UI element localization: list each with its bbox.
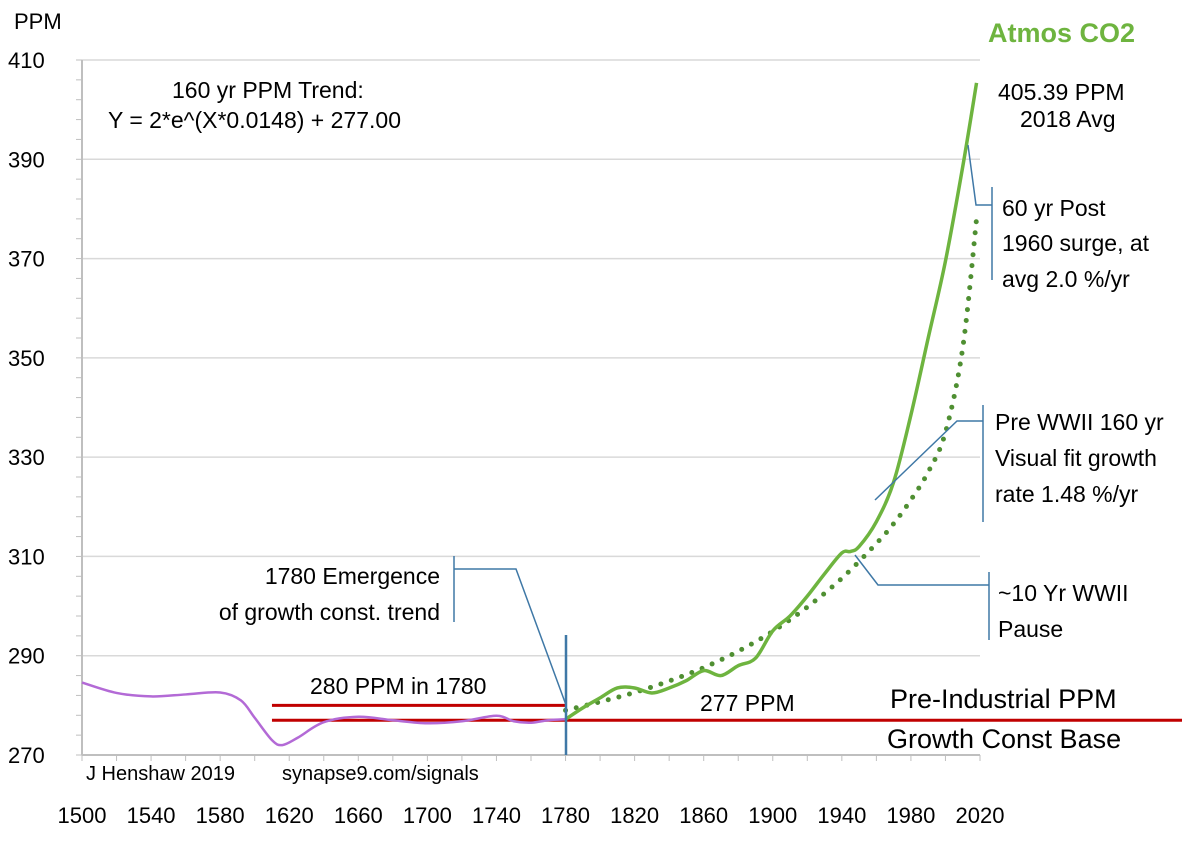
y-tick-410: 410 [8, 48, 45, 73]
trend-label-line1: 160 yr PPM Trend: [172, 77, 364, 103]
x-tick-1900: 1900 [748, 803, 797, 828]
gridlines [82, 59, 980, 657]
reference-lines [271, 703, 1182, 722]
axes [81, 60, 980, 756]
co2-series [564, 82, 979, 721]
x-tick-1980: 1980 [886, 803, 935, 828]
y-tick-370: 370 [8, 247, 45, 272]
wwii-line2: Pause [998, 616, 1063, 642]
x-tick-1540: 1540 [127, 803, 176, 828]
ppm280-label: 280 PPM in 1780 [310, 673, 486, 699]
prewwii-line2: Visual fit growth [995, 445, 1157, 471]
x-tick-1500: 1500 [58, 803, 107, 828]
y-tick-270: 270 [8, 743, 45, 768]
emergence-line1: 1780 Emergence [265, 563, 440, 589]
x-tick-labels: 1500 1540 1580 1620 1660 1700 1740 1780 1820 1860… [58, 803, 1005, 828]
y-tick-labels: 270 290 310 330 350 370 390 410 [8, 48, 45, 768]
y-axis-label: PPM [14, 9, 62, 34]
emergence-line2: of growth const. trend [219, 599, 440, 625]
end-year-label: 2018 Avg [1020, 106, 1116, 132]
end-value-label: 405.39 PPM [998, 79, 1125, 105]
y-tick-290: 290 [8, 644, 45, 669]
source-label: synapse9.com/signals [282, 763, 479, 785]
y-tick-350: 350 [8, 346, 45, 371]
x-tick-1700: 1700 [403, 803, 452, 828]
x-tick-1580: 1580 [196, 803, 245, 828]
x-tick-1860: 1860 [679, 803, 728, 828]
post1960-line2: 1960 surge, at [1002, 230, 1150, 256]
prewwii-line3: rate 1.48 %/yr [995, 481, 1139, 507]
x-tick-1620: 1620 [265, 803, 314, 828]
x-tick-1780: 1780 [541, 803, 590, 828]
credit-label: J Henshaw 2019 [86, 763, 235, 785]
pre-industrial-series [81, 681, 566, 747]
ppm277-label: 277 PPM [700, 690, 795, 716]
x-tick-2020: 2020 [956, 803, 1005, 828]
wwii-leader [854, 554, 989, 586]
wwii-line1: ~10 Yr WWII [998, 580, 1129, 606]
minor-ticks [76, 59, 981, 761]
series-title: Atmos CO2 [988, 18, 1135, 48]
series-group [81, 82, 980, 747]
y-tick-330: 330 [8, 445, 45, 470]
x-tick-1940: 1940 [817, 803, 866, 828]
emergence-leader [454, 568, 567, 706]
prewwii-line1: Pre WWII 160 yr [995, 409, 1164, 435]
x-tick-1660: 1660 [334, 803, 383, 828]
trend-formula: Y = 2*e^(X*0.0148) + 277.00 [108, 107, 401, 133]
base-label-line2: Growth Const Base [887, 724, 1121, 754]
post1960-leader [967, 144, 992, 206]
y-tick-310: 310 [8, 544, 45, 569]
post1960-line3: avg 2.0 %/yr [1002, 266, 1130, 292]
x-tick-1740: 1740 [472, 803, 521, 828]
prewwii-leader [874, 420, 983, 501]
y-tick-390: 390 [8, 147, 45, 172]
trend-series [563, 216, 980, 713]
callout-lines [453, 144, 993, 755]
base-label-line1: Pre-Industrial PPM [890, 684, 1117, 714]
x-tick-1820: 1820 [610, 803, 659, 828]
post1960-line1: 60 yr Post [1002, 195, 1106, 221]
